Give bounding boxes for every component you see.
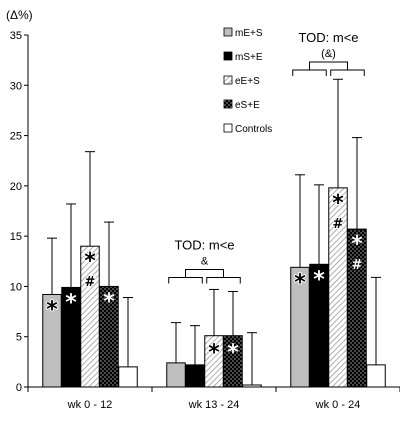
y-tick-label: 15 [10,231,22,243]
significance-asterisk: * [332,191,344,216]
y-tick-label: 10 [10,281,22,293]
x-category-label: wk 13 - 24 [188,399,240,411]
bar [166,362,186,388]
annotation-label: TOD: m<e [174,237,234,252]
comparison-bracket-top [185,268,224,278]
x-category-label: wk 0 - 24 [315,399,361,411]
annotation-sub-label: & [201,255,209,267]
legend-label: mS+E [235,52,263,63]
significance-asterisk: * [84,249,96,274]
legend-swatch [223,99,233,109]
annotation-sub-label: (&) [321,48,336,60]
significance-hash: # [85,275,96,290]
bar [366,364,386,388]
y-tick-label: 30 [10,80,22,92]
significance-asterisk: * [46,297,58,322]
y-tick-label: 5 [16,332,22,344]
y-tick-label: 0 [16,382,22,394]
significance-hash: # [352,258,363,273]
comparison-bracket-top [309,61,348,70]
significance-asterisk: * [351,232,363,257]
legend-label: mE+S [235,28,263,39]
significance-asterisk: * [313,267,325,292]
legend-label: eE+S [235,76,260,87]
comparison-bracket [292,69,327,76]
legend-label: Controls [235,124,272,135]
comparison-bracket [330,69,365,76]
annotation-label: TOD: m<e [298,30,358,45]
legend-swatch [223,123,233,133]
significance-asterisk: * [294,270,306,295]
significance-asterisk: * [65,290,77,315]
legend-label: eS+E [235,100,260,111]
legend-swatch [223,75,233,85]
bar [185,364,205,388]
bar [118,366,138,388]
y-tick-label: 35 [10,30,22,42]
x-category-label: wk 0 - 12 [67,399,113,411]
comparison-bracket [206,276,241,284]
significance-hash: # [333,217,344,232]
significance-asterisk: * [103,289,115,314]
y-tick-label: 20 [10,181,22,193]
legend-swatch [223,27,233,37]
legend-swatch [223,51,233,61]
y-tick-label: 25 [10,131,22,143]
significance-asterisk: * [227,341,239,366]
bar [242,384,262,388]
significance-asterisk: * [208,341,220,366]
y-axis-label: (Δ%) [6,8,33,22]
comparison-bracket [168,276,203,284]
